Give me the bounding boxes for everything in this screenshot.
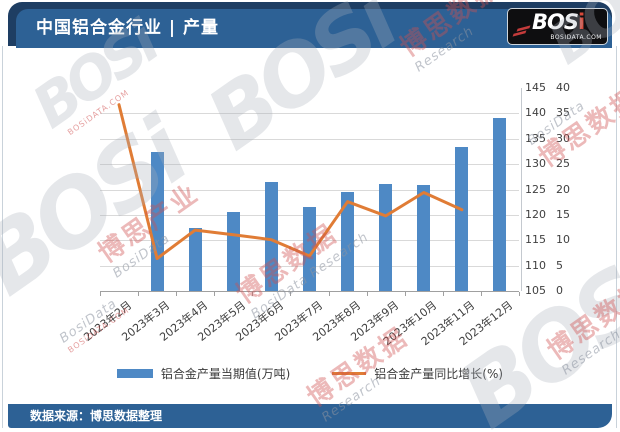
x-axis-tick — [366, 292, 368, 296]
x-axis-tick — [214, 292, 216, 296]
footer-bar: 数据来源：博思数据整理 — [8, 404, 612, 428]
primary-axis-tick-label: 125 — [525, 182, 546, 196]
primary-axis-tick-label: 145 — [525, 81, 546, 94]
legend-label: 铝合金产量当期值(万吨) — [160, 367, 291, 381]
primary-axis-tick-label: 110 — [525, 258, 546, 272]
x-axis-tick — [404, 292, 406, 296]
secondary-axis-tick-label: 35 — [556, 106, 570, 120]
secondary-axis-tick-label: 25 — [556, 157, 570, 171]
x-axis-tick — [138, 292, 140, 296]
page-title: 中国铝合金行业 | 产量 — [36, 18, 220, 38]
legend-item-bar-series: 铝合金产量当期值(万吨) — [116, 365, 291, 382]
chart-legend: 铝合金产量当期值(万吨) 铝合金产量同比增长(%) — [0, 365, 620, 382]
primary-axis-tick-label: 115 — [525, 233, 546, 247]
line-series-swatch-icon — [332, 372, 367, 375]
bar — [379, 184, 393, 291]
secondary-axis-tick-label: 5 — [556, 258, 563, 272]
x-axis-line — [100, 291, 519, 292]
bar — [264, 182, 278, 291]
gridline — [100, 138, 519, 140]
primary-axis-tick-label: 120 — [525, 207, 546, 221]
primary-axis-tick-label: 130 — [525, 157, 546, 171]
secondary-axis-tick-label: 20 — [556, 182, 570, 196]
bar — [341, 191, 355, 291]
secondary-axis-tick-label: 10 — [556, 233, 570, 247]
x-axis-tick — [100, 292, 101, 296]
primary-axis-tick-label: 135 — [525, 131, 546, 145]
gridline — [100, 113, 519, 115]
bar — [150, 152, 164, 291]
legend-label: 铝合金产量同比增长(%) — [374, 367, 504, 381]
bar — [455, 147, 469, 291]
bar-series-swatch-icon — [116, 369, 153, 378]
x-axis-tick — [328, 292, 330, 296]
bar — [303, 207, 316, 291]
bar — [226, 211, 240, 291]
x-axis-tick — [519, 292, 520, 296]
logo-domain-text: BOSIDATA.COM — [550, 34, 602, 41]
x-axis-tick — [290, 292, 292, 296]
data-source-text: 数据来源：博思数据整理 — [30, 409, 163, 423]
legend-item-line-series: 铝合金产量同比增长(%) — [332, 365, 503, 382]
secondary-axis-tick-label: 15 — [556, 207, 570, 221]
x-axis-tick — [480, 292, 482, 296]
logo-accent-letter: i — [577, 10, 585, 34]
secondary-axis-tick-label: 30 — [556, 131, 570, 145]
primary-axis-tick-label: 105 — [525, 284, 546, 297]
x-axis-tick — [252, 292, 254, 296]
x-axis-tick — [176, 292, 178, 296]
y-axis-line — [521, 88, 522, 291]
primary-axis-tick-label: 140 — [525, 106, 546, 120]
logo-wordmark: BOSi — [532, 10, 585, 34]
bar — [188, 227, 202, 291]
x-axis-tick — [442, 292, 444, 296]
secondary-axis-tick-label: 40 — [556, 81, 570, 94]
bosi-logo: BOSi BOSIDATA.COM — [507, 8, 608, 45]
bar — [493, 117, 507, 291]
card-right-border — [616, 46, 617, 428]
secondary-axis-tick-label: 0 — [556, 284, 563, 297]
bar — [417, 184, 431, 291]
card-left-border — [2, 46, 3, 428]
